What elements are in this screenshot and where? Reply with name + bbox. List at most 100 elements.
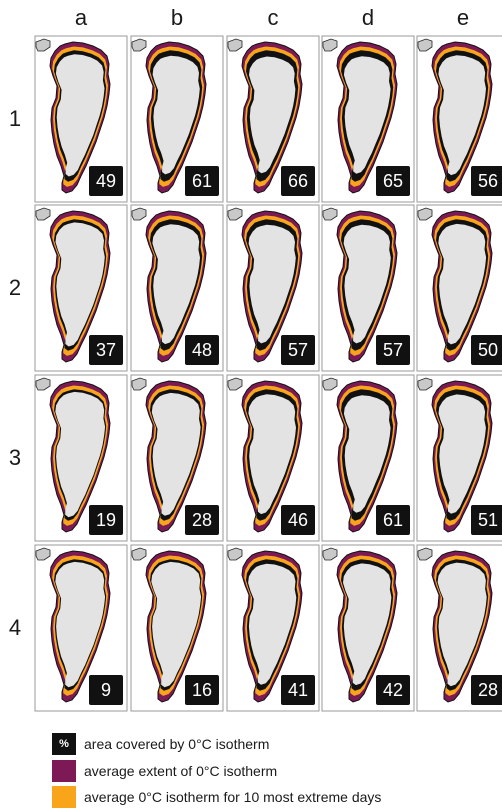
map-panel-c1: 66 <box>226 35 320 203</box>
greenland-coastline <box>145 380 207 533</box>
percent-box <box>376 335 410 365</box>
percent-box <box>471 166 502 196</box>
legend-percent-swatch: % <box>52 733 76 755</box>
percent-box <box>376 675 410 705</box>
ice-sheet-interior <box>55 222 105 347</box>
percent-box <box>471 335 502 365</box>
ice-sheet-interior <box>343 56 391 174</box>
map-panel-e3: 51 <box>416 374 502 542</box>
percent-value: 56 <box>478 171 498 191</box>
percent-value: 61 <box>383 510 403 530</box>
map-panel-e1: 56 <box>416 35 502 203</box>
ice-sheet-interior <box>55 561 106 688</box>
ice-sheet-interior <box>343 224 391 344</box>
column-label-d: d <box>361 5 375 30</box>
percent-box <box>185 166 219 196</box>
greenland-coastline <box>241 380 303 533</box>
percent-value: 57 <box>288 340 308 360</box>
ellesmere-island <box>227 547 243 561</box>
percent-box <box>185 335 219 365</box>
percent-box <box>281 675 315 705</box>
map-panel-d2: 57 <box>321 204 415 372</box>
row-label-3: 3 <box>8 445 22 470</box>
percent-value: 66 <box>288 171 308 191</box>
map-panel-c2: 57 <box>226 204 320 372</box>
percent-box <box>471 505 502 535</box>
greenland-coastline <box>431 380 493 533</box>
map-panel-e4: 28 <box>416 544 502 712</box>
greenland-coastline <box>431 41 493 194</box>
legend-average-swatch <box>52 760 76 782</box>
ellesmere-island <box>35 38 51 52</box>
ellesmere-island <box>417 38 433 52</box>
ellesmere-island <box>322 207 338 221</box>
ellesmere-island <box>131 377 147 391</box>
greenland-coastline <box>145 550 207 703</box>
ellesmere-island <box>227 38 243 52</box>
greenland-coastline <box>241 41 303 194</box>
percent-box <box>185 505 219 535</box>
percent-value: 19 <box>96 510 116 530</box>
percent-value: 16 <box>192 680 212 700</box>
legend-average-label: average extent of 0°C isotherm <box>84 763 278 779</box>
map-panel-b4: 16 <box>130 544 224 712</box>
greenland-coastline <box>49 550 111 703</box>
greenland-coastline <box>145 41 207 194</box>
map-panel-b2: 48 <box>130 204 224 372</box>
greenland-coastline <box>431 550 493 703</box>
ice-sheet-interior <box>249 56 296 174</box>
ellesmere-island <box>35 377 51 391</box>
percent-value: 9 <box>101 680 111 700</box>
ice-sheet-interior <box>438 55 486 176</box>
ice-sheet-interior <box>151 561 202 688</box>
legend-extreme-swatch <box>52 786 76 808</box>
ice-sheet-interior <box>438 223 487 345</box>
ellesmere-island <box>131 207 147 221</box>
percent-box <box>89 166 123 196</box>
ellesmere-island <box>417 207 433 221</box>
percent-box <box>89 675 123 705</box>
greenland-coastline <box>49 41 111 194</box>
ice-sheet-interior <box>248 224 296 344</box>
percent-value: 48 <box>192 340 212 360</box>
percent-value: 28 <box>478 680 498 700</box>
legend-extreme-label: average 0°C isotherm for 10 most extreme… <box>84 789 382 805</box>
greenland-coastline <box>241 210 303 363</box>
percent-value: 28 <box>192 510 212 530</box>
percent-box <box>376 505 410 535</box>
map-panel-d4: 42 <box>321 544 415 712</box>
ice-sheet-interior <box>343 563 392 686</box>
ice-sheet-interior <box>152 224 200 345</box>
greenland-coastline <box>336 41 398 194</box>
ellesmere-island <box>322 38 338 52</box>
greenland-map-grid: 49 61 66 65 56 37 48 57 57 50 19 28 46 61 51 9 16 41 42 28 <box>34 35 502 712</box>
column-label-a: a <box>74 5 88 30</box>
greenland-coastline <box>336 550 398 703</box>
percent-box <box>89 335 123 365</box>
greenland-coastline <box>336 380 398 533</box>
map-panel-b1: 61 <box>130 35 224 203</box>
column-label-c: c <box>267 5 279 30</box>
percent-value: 61 <box>192 171 212 191</box>
ellesmere-island <box>417 377 433 391</box>
ellesmere-island <box>322 547 338 561</box>
percent-box <box>281 505 315 535</box>
percent-box <box>281 335 315 365</box>
ice-sheet-interior <box>438 394 486 514</box>
ellesmere-island <box>227 207 243 221</box>
percent-value: 50 <box>478 340 498 360</box>
ice-sheet-interior <box>152 55 200 175</box>
percent-value: 51 <box>478 510 498 530</box>
ellesmere-island <box>35 207 51 221</box>
map-panel-c4: 41 <box>226 544 320 712</box>
greenland-coastline <box>49 380 111 533</box>
ice-sheet-interior <box>151 392 201 516</box>
percent-value: 42 <box>383 680 403 700</box>
ellesmere-island <box>227 377 243 391</box>
percent-value: 46 <box>288 510 308 530</box>
column-label-e: e <box>456 5 470 30</box>
percent-value: 65 <box>383 171 403 191</box>
greenland-coastline <box>336 210 398 363</box>
ellesmere-island <box>417 547 433 561</box>
row-label-2: 2 <box>8 275 22 300</box>
